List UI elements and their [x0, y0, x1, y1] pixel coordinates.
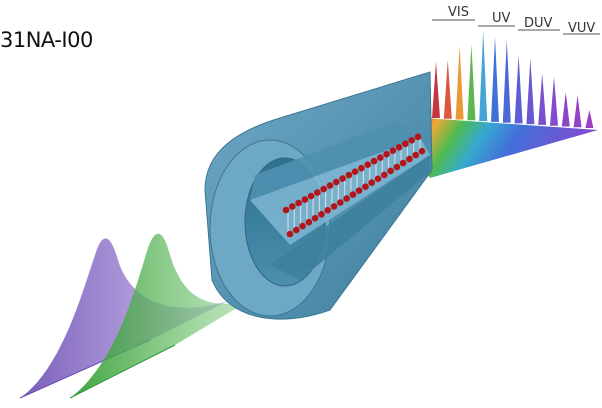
- atom: [307, 192, 315, 200]
- atom: [408, 137, 416, 144]
- atom: [402, 140, 409, 148]
- spectral-peak: [526, 58, 535, 125]
- band-label-uv: UV: [492, 11, 511, 26]
- atom: [293, 226, 300, 234]
- atom: [314, 189, 321, 196]
- spectral-peak: [455, 46, 464, 120]
- atom: [301, 196, 309, 203]
- atom: [418, 147, 426, 155]
- atom: [364, 161, 372, 168]
- input-pulse-green: [69, 233, 250, 399]
- atom: [286, 230, 294, 238]
- atom: [345, 171, 353, 179]
- atom: [389, 147, 397, 154]
- spectral-peak: [479, 30, 488, 122]
- atom: [330, 203, 338, 210]
- band-label-duv: DUV: [524, 16, 553, 31]
- atom: [393, 163, 401, 171]
- atom: [333, 178, 340, 186]
- atom: [351, 168, 359, 175]
- atom: [370, 157, 378, 165]
- atom: [414, 133, 422, 141]
- spectral-peak: [585, 110, 594, 128]
- atom: [358, 164, 365, 172]
- spectral-peak: [432, 61, 440, 118]
- atom: [282, 206, 290, 214]
- atom: [299, 222, 306, 230]
- spectral-peak: [561, 92, 570, 127]
- atom: [343, 195, 350, 202]
- atom: [349, 191, 357, 198]
- band-label-vuv: VUV: [568, 21, 595, 36]
- atom: [324, 207, 332, 214]
- atom: [337, 199, 344, 206]
- atom: [362, 183, 369, 190]
- spectral-peak: [467, 44, 476, 121]
- band-brace: [432, 19, 600, 35]
- spectral-peak: [443, 59, 452, 119]
- atom: [368, 179, 376, 186]
- spectral-peak: [573, 95, 582, 128]
- atom: [387, 167, 394, 175]
- atom: [412, 151, 420, 159]
- atom: [406, 155, 413, 163]
- atom: [399, 159, 407, 167]
- spectral-peak: [550, 76, 558, 126]
- atom: [355, 187, 363, 194]
- spectral-peak: [502, 39, 511, 123]
- atom: [318, 211, 325, 218]
- band-label-vis: VIS: [448, 5, 469, 20]
- spectral-peak: [491, 36, 499, 122]
- atom: [339, 175, 346, 182]
- spectral-peaks: [432, 30, 594, 128]
- output-spectrum: [410, 118, 598, 178]
- atom-chain: [282, 133, 426, 238]
- atom: [383, 150, 390, 158]
- atom: [374, 175, 382, 183]
- spectral-peak: [538, 73, 547, 125]
- atom: [377, 154, 384, 161]
- atom: [320, 185, 328, 193]
- atom: [305, 218, 313, 226]
- spectral-peak: [514, 55, 523, 124]
- atom: [381, 171, 388, 179]
- band-labels: VIS UV DUV VUV: [432, 5, 600, 36]
- atom: [295, 199, 302, 207]
- corner-label: 31NA-I00: [0, 28, 93, 52]
- atom: [395, 144, 403, 151]
- atom: [326, 182, 334, 189]
- atom: [311, 214, 319, 222]
- atom: [289, 203, 296, 210]
